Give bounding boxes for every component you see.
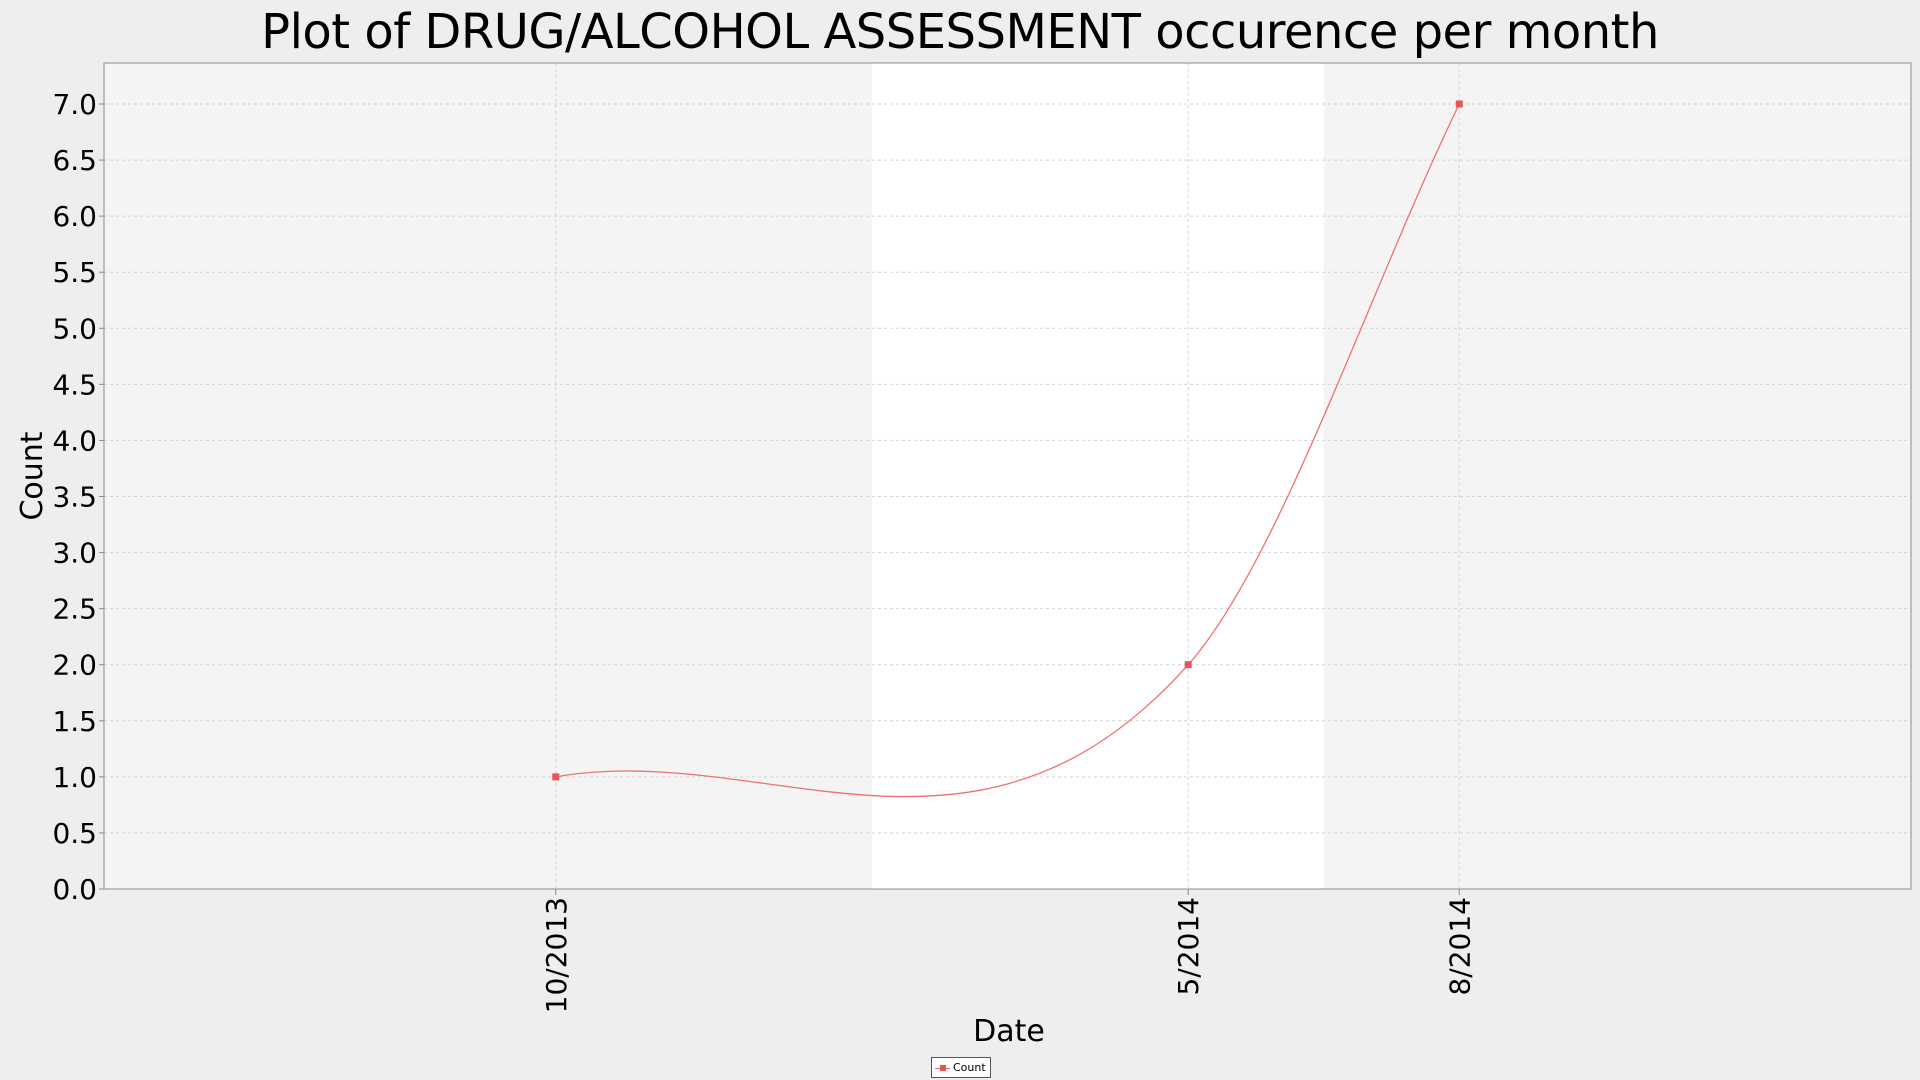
y-tick-label: 5.5: [52, 256, 97, 289]
y-tick-label: 1.0: [52, 761, 97, 794]
y-tick-label: 2.5: [52, 593, 97, 626]
y-tick-label: 5.0: [52, 312, 97, 345]
x-axis-label: Date: [973, 1014, 1045, 1049]
legend-swatch: [935, 1062, 950, 1074]
y-tick-label: 1.5: [52, 705, 97, 738]
y-tick-label: 3.5: [52, 481, 97, 514]
plot-frame: [103, 62, 1912, 890]
y-tick-label: 3.0: [52, 537, 97, 570]
x-tick-label: 8/2014: [1443, 897, 1476, 996]
y-tick-label: 7.0: [52, 88, 97, 121]
y-axis-ticks: 0.0 0.5 1.0 1.5 2.0 2.5 3.0 3.5 4.0 4.5 5.0 5.5 6.0 6…: [52, 88, 104, 906]
data-point: [1184, 661, 1192, 669]
data-point: [1455, 100, 1463, 108]
plot-background: [104, 63, 1911, 889]
y-tick-label: 0.0: [52, 873, 97, 906]
tick-band: [871, 63, 1324, 889]
series-line-count: [555, 103, 1460, 798]
chart-title: Plot of DRUG/ALCOHOL ASSESSMENT occurenc…: [261, 4, 1659, 60]
y-tick-label: 2.0: [52, 649, 97, 682]
x-axis-ticks: 10/2013 5/2014 8/2014: [540, 889, 1476, 1013]
y-tick-label: 4.5: [52, 368, 97, 401]
y-tick-label: 0.5: [52, 817, 97, 850]
y-axis-label: Count: [15, 431, 50, 520]
data-point: [552, 773, 560, 781]
legend: Count: [931, 1057, 991, 1078]
y-tick-label: 6.0: [52, 200, 97, 233]
legend-label: Count: [953, 1061, 986, 1074]
x-tick-label: 5/2014: [1172, 897, 1205, 996]
x-tick-label: 10/2013: [540, 897, 573, 1013]
series-layer: [552, 100, 1463, 798]
y-tick-label: 6.5: [52, 144, 97, 177]
y-tick-label: 4.0: [52, 424, 97, 457]
